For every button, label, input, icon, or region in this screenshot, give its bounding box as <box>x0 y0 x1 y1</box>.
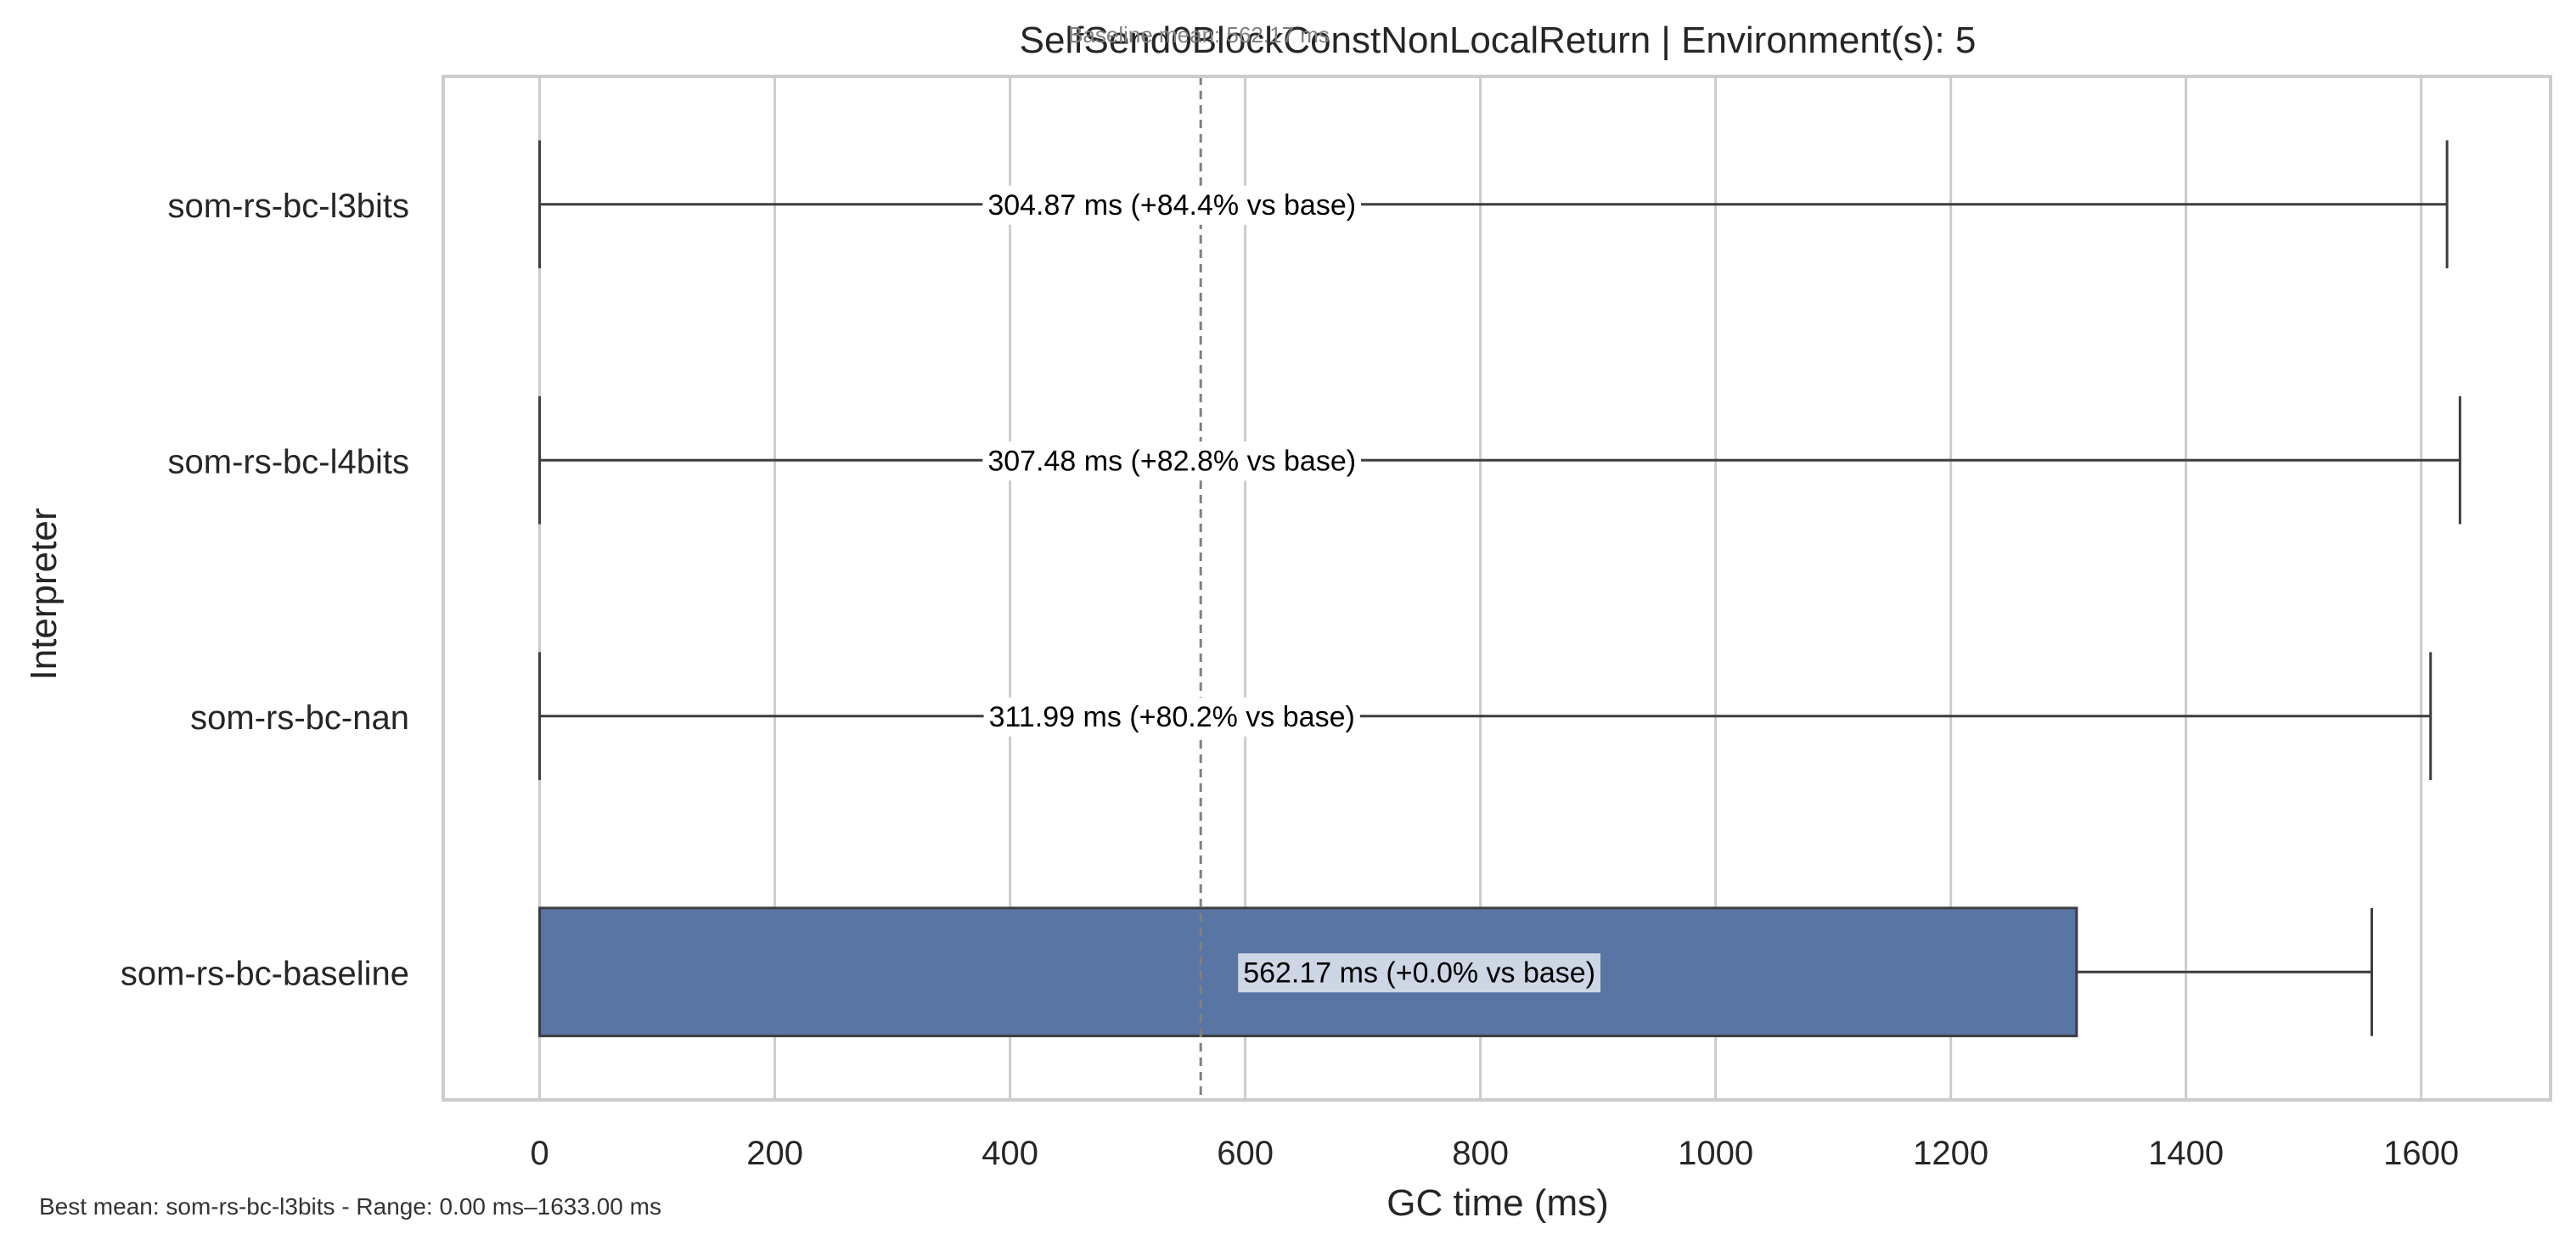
x-tick-label: 1400 <box>2148 1135 2224 1172</box>
x-tick-label: 1200 <box>1913 1135 1988 1172</box>
category-label: som-rs-bc-nan <box>190 699 409 737</box>
category-label: som-rs-bc-l4bits <box>168 443 409 480</box>
baseline-label: Baseline mean: 562.17 ms <box>1068 22 1330 48</box>
y-axis-label: Interpreter <box>23 508 65 681</box>
annotation-background <box>983 697 1360 737</box>
chart-title: SelfSend0BlockConstNonLocalReturn | Envi… <box>1020 20 1977 61</box>
footnote: Best mean: som-rs-bc-l3bits - Range: 0.0… <box>39 1193 661 1220</box>
category-label: som-rs-bc-l3bits <box>168 188 409 225</box>
value-annotation: 307.48 ms (+82.8% vs base) <box>987 445 1356 477</box>
annotation-layer: 304.87 ms (+84.4% vs base) 307.48 ms (+82… <box>982 185 1601 993</box>
value-annotation: 311.99 ms (+80.2% vs base) <box>989 701 1355 733</box>
annotation-background <box>982 185 1362 225</box>
x-tick-label: 200 <box>746 1135 803 1172</box>
value-annotation: 562.17 ms (+0.0% vs base) <box>1243 956 1595 989</box>
x-tick-label: 1600 <box>2383 1135 2459 1172</box>
x-tick-label: 600 <box>1217 1135 1274 1172</box>
x-tick-label: 800 <box>1452 1135 1509 1172</box>
annotation-background <box>1238 953 1601 993</box>
error-layer <box>538 140 2461 1036</box>
tick-layer: 0 200 400 600 800 1000 1200 1400 1600 <box>530 1135 2459 1172</box>
x-tick-label: 0 <box>530 1135 548 1172</box>
value-annotation: 304.87 ms (+84.4% vs base) <box>987 189 1356 222</box>
x-tick-label: 1000 <box>1678 1135 1753 1172</box>
annotation-background <box>982 441 1362 481</box>
plot-frame <box>442 75 2552 1102</box>
x-tick-label: 400 <box>981 1135 1038 1172</box>
x-axis-label: GC time (ms) <box>1386 1182 1609 1224</box>
category-layer: som-rs-bc-l3bits som-rs-bc-l4bits som-rs-b… <box>121 188 409 993</box>
grid-layer <box>538 76 2423 1100</box>
category-label: som-rs-bc-baseline <box>121 955 409 992</box>
